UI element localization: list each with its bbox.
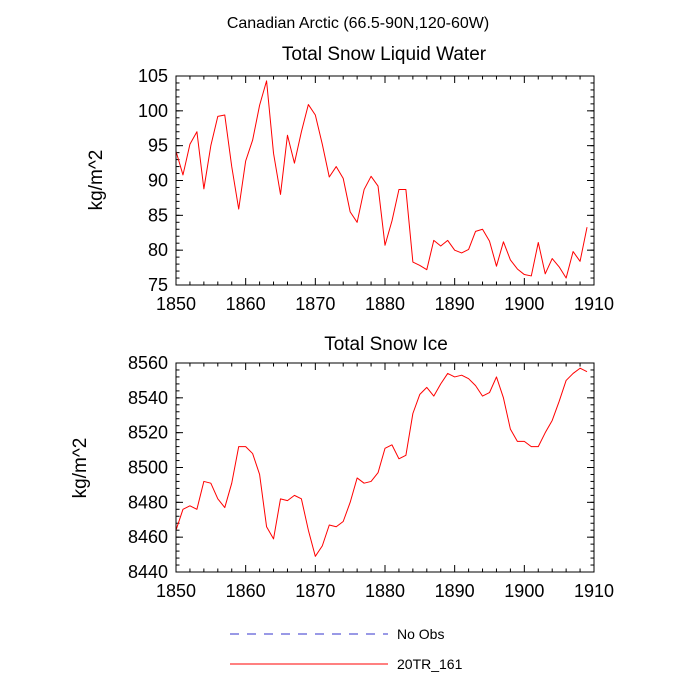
x-tick-label: 1860	[226, 581, 266, 601]
x-tick-label: 1900	[504, 294, 544, 314]
y-tick-label: 75	[148, 275, 168, 295]
x-tick-label: 1890	[435, 581, 475, 601]
y-tick-label: 8500	[128, 458, 168, 478]
ticks	[175, 75, 595, 286]
y-axis-label: kg/m^2	[86, 150, 107, 211]
y-tick-label: 8440	[128, 562, 168, 582]
y-tick-label: 8460	[128, 527, 168, 547]
legend: No Obs 20TR_161	[230, 626, 463, 672]
panel-snow-ice: Total Snow Ice kg/m^2 1850 1860 1870 1880 18…	[70, 334, 614, 601]
plot-frame	[175, 75, 595, 286]
y-axis-label: kg/m^2	[70, 438, 91, 499]
x-tick-label: 1880	[365, 581, 405, 601]
plot-lines	[175, 367, 588, 557]
x-tick-label: 1910	[574, 581, 614, 601]
x-tick-label: 1890	[435, 294, 475, 314]
x-tick-label: 1870	[295, 581, 335, 601]
x-tick-label: 1850	[156, 581, 196, 601]
x-tick-label: 1860	[226, 294, 266, 314]
panel-snow-liquid-water: Total Snow Liquid Water kg/m^2 1850 1860 1…	[86, 44, 614, 314]
y-tick-label: 85	[148, 205, 168, 225]
legend-label-20tr-161: 20TR_161	[397, 656, 463, 672]
y-tick-label: 8560	[128, 353, 168, 373]
y-tick-label: 105	[138, 66, 168, 86]
tick-labels: 1850 1860 1870 1880 1890 1900 1910 75 80 85 90 95 10…	[138, 66, 614, 314]
x-tick-label: 1900	[504, 581, 544, 601]
y-tick-label: 8480	[128, 492, 168, 512]
x-tick-label: 1880	[365, 294, 405, 314]
y-tick-label: 90	[148, 171, 168, 191]
tick-labels: 1850 1860 1870 1880 1890 1900 1910 8440 8460 8480…	[128, 353, 614, 601]
legend-label-no-obs: No Obs	[397, 626, 444, 642]
plot-lines	[175, 80, 588, 279]
figure-title: Canadian Arctic (66.5-90N,120-60W)	[227, 15, 489, 32]
panel-title: Total Snow Ice	[324, 334, 448, 355]
series-line-20tr-161	[175, 80, 588, 279]
plot-frame	[175, 362, 595, 573]
y-tick-label: 95	[148, 136, 168, 156]
y-tick-label: 8520	[128, 423, 168, 443]
y-tick-label: 8540	[128, 388, 168, 408]
series-line-20tr-161	[175, 367, 588, 557]
y-tick-label: 100	[138, 101, 168, 121]
x-tick-label: 1850	[156, 294, 196, 314]
panel-title: Total Snow Liquid Water	[282, 44, 487, 65]
y-tick-label: 80	[148, 240, 168, 260]
x-tick-label: 1910	[574, 294, 614, 314]
ticks	[175, 362, 595, 573]
x-tick-label: 1870	[295, 294, 335, 314]
